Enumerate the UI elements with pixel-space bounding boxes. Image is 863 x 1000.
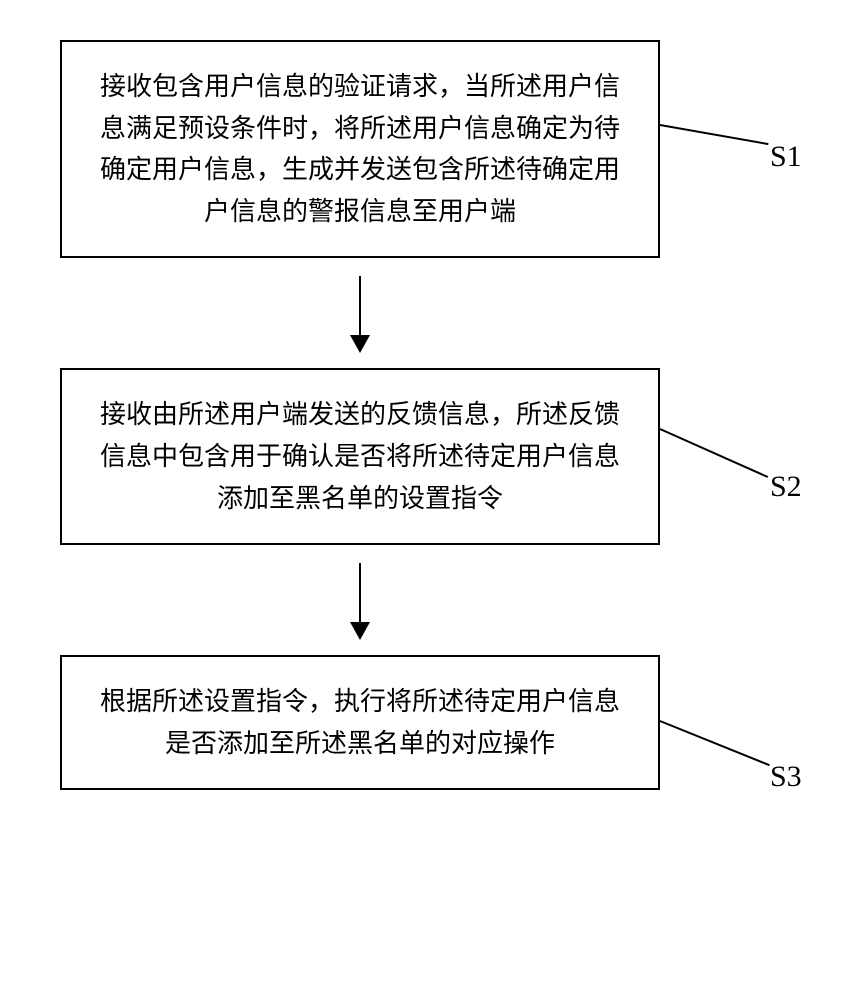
flowchart-step-s3: 根据所述设置指令，执行将所述待定用户信息是否添加至所述黑名单的对应操作 [60,655,660,790]
step-label-s1: S1 [770,140,802,174]
arrow-s2-s3 [60,545,660,655]
step-label-s2: S2 [770,470,802,504]
step-text: 接收包含用户信息的验证请求，当所述用户信息满足预设条件时，将所述用户信息确定为待… [100,72,620,226]
arrow-icon [359,276,361,351]
connector-s3 [660,720,770,766]
step-text: 接收由所述用户端发送的反馈信息，所述反馈信息中包含用于确认是否将所述待定用户信息… [100,400,620,512]
arrow-s1-s2 [60,258,660,368]
flowchart-step-s1: 接收包含用户信息的验证请求，当所述用户信息满足预设条件时，将所述用户信息确定为待… [60,40,660,258]
connector-s1 [660,124,769,145]
flowchart-step-s2: 接收由所述用户端发送的反馈信息，所述反馈信息中包含用于确认是否将所述待定用户信息… [60,368,660,545]
connector-s2 [660,428,769,478]
step-text: 根据所述设置指令，执行将所述待定用户信息是否添加至所述黑名单的对应操作 [100,687,620,758]
arrow-icon [359,563,361,638]
step-label-s3: S3 [770,760,802,794]
flowchart-container: 接收包含用户信息的验证请求，当所述用户信息满足预设条件时，将所述用户信息确定为待… [50,40,810,790]
